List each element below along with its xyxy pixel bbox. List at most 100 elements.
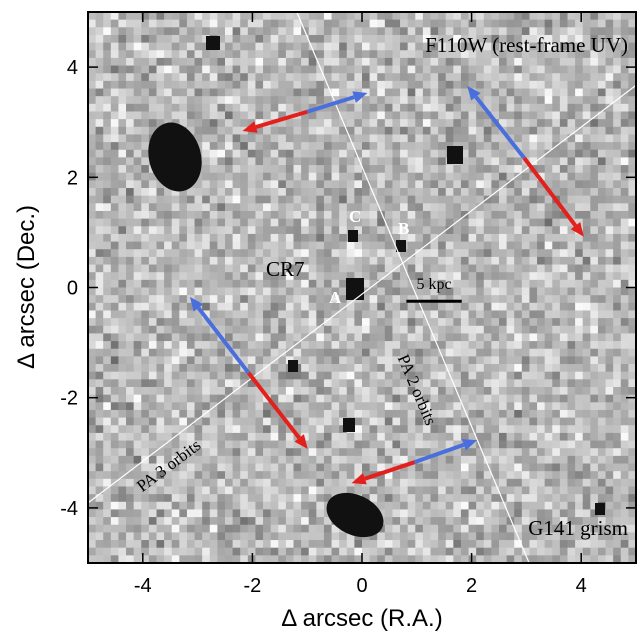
pixel (605, 394, 614, 403)
pixel (308, 371, 317, 380)
pixel (95, 264, 104, 273)
pixel (453, 88, 462, 97)
pixel (544, 394, 553, 403)
pixel (148, 386, 158, 396)
pixel (499, 57, 508, 67)
pixel (240, 65, 249, 74)
pixel (240, 119, 249, 128)
pixel (285, 555, 295, 563)
pixel (126, 409, 135, 419)
pixel (186, 80, 196, 90)
pixel (164, 517, 173, 526)
pixel (438, 494, 447, 503)
pixel (384, 494, 394, 503)
pixel (354, 448, 363, 457)
pixel (430, 96, 439, 105)
pixel (278, 226, 287, 235)
pixel (103, 341, 112, 350)
pixel (331, 103, 340, 113)
pixel (483, 180, 492, 189)
pixel (293, 103, 302, 113)
pixel (362, 386, 371, 396)
pixel (118, 65, 127, 74)
pixel (194, 325, 203, 335)
pixel (430, 532, 439, 541)
pixel (133, 149, 142, 159)
pixel (270, 524, 279, 533)
pixel (590, 226, 599, 235)
pixel (400, 295, 409, 304)
pixel (247, 348, 257, 357)
pixel (255, 463, 264, 472)
pixel (597, 226, 607, 235)
pixel (301, 172, 310, 181)
pixel (476, 532, 485, 541)
pixel (225, 50, 234, 59)
pixel (605, 325, 614, 335)
pixel (521, 417, 531, 426)
pixel (156, 532, 165, 541)
pixel (438, 88, 447, 97)
pixel (263, 218, 272, 227)
pixel (255, 233, 264, 243)
pixel (438, 333, 447, 342)
pixel (499, 463, 508, 472)
pixel (362, 157, 371, 166)
pixel (88, 532, 97, 541)
pixel (247, 272, 257, 281)
pixel (156, 448, 165, 457)
pixel (186, 210, 196, 220)
pixel (453, 517, 462, 526)
pixel (407, 50, 416, 59)
pixel (537, 394, 546, 403)
pixel (422, 142, 432, 151)
pixel (491, 165, 500, 174)
pixel (537, 80, 546, 90)
pixel (346, 65, 355, 74)
pixel (567, 80, 576, 90)
pixel (209, 394, 218, 403)
pixel (301, 486, 310, 495)
pixel (597, 341, 607, 350)
pixel (460, 371, 470, 380)
pixel (369, 65, 378, 74)
pixel (225, 540, 234, 549)
pixel (148, 180, 158, 189)
pixel (270, 12, 279, 21)
pixel (308, 448, 317, 457)
pixel (491, 203, 500, 212)
pixel (559, 517, 569, 526)
pixel (133, 272, 142, 281)
pixel (240, 486, 249, 495)
pixel (506, 386, 515, 396)
pixel (225, 12, 234, 21)
pixel (605, 540, 614, 549)
pixel (118, 455, 127, 465)
pixel (506, 65, 515, 74)
pixel (514, 318, 523, 327)
pixel (118, 226, 127, 235)
pixel (202, 57, 211, 67)
pixel (293, 142, 302, 151)
pixel (407, 249, 416, 258)
pixel (110, 264, 120, 273)
pixel (499, 165, 508, 174)
pixel (202, 547, 211, 556)
pixel (232, 249, 241, 258)
pixel (377, 455, 386, 465)
pixel (217, 27, 226, 36)
pixel (141, 394, 150, 403)
pixel (354, 379, 363, 388)
pixel (460, 218, 470, 227)
pixel (240, 142, 249, 151)
pixel (164, 555, 173, 563)
pixel (384, 126, 394, 136)
pixel (377, 364, 386, 373)
pixel (126, 386, 135, 396)
pixel (323, 279, 333, 289)
pixel (605, 517, 614, 526)
pixel (285, 126, 295, 136)
pixel (301, 241, 310, 250)
pixel (331, 157, 340, 166)
pixel (148, 57, 158, 67)
